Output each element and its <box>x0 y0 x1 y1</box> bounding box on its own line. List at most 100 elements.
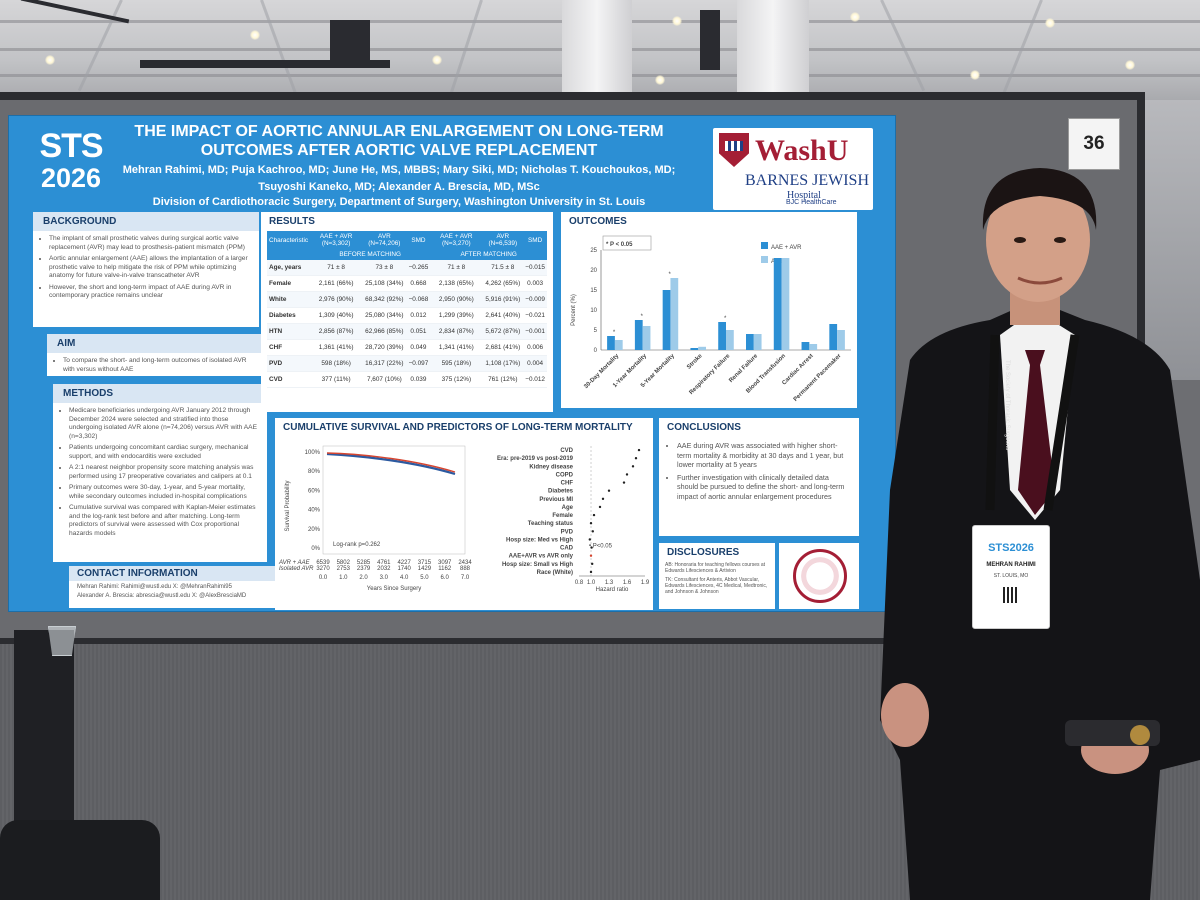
x-tick-label: 1.3 <box>605 580 614 586</box>
section-heading: OUTCOMES <box>569 216 627 227</box>
background-section: BACKGROUND The implant of small prosthet… <box>33 212 259 327</box>
survival-curve-avr <box>326 452 456 473</box>
risk-count: 1162 <box>438 566 452 572</box>
hazard-point <box>589 570 593 574</box>
significance-marker: * <box>668 272 671 278</box>
badge-logo: STS2026 <box>988 542 1034 554</box>
survival-section: CUMULATIVE SURVIVAL AND PREDICTORS OF LO… <box>275 418 653 610</box>
x-axis-label: Years Since Surgery <box>367 586 421 592</box>
row-label: Female <box>267 275 311 292</box>
washu-wordmark: WashU <box>755 134 849 167</box>
bullet: The implant of small prosthetic valves d… <box>49 235 249 252</box>
y-tick-label: 0% <box>311 546 320 552</box>
bar-avr <box>614 340 623 350</box>
bar-aae-avr <box>746 334 754 350</box>
risk-count: 4761 <box>377 560 391 566</box>
table-cell: −0.015 <box>523 260 547 276</box>
risk-label: AVR + AAE <box>278 560 311 566</box>
contact-line: Alexander A. Brescia: abrescia@wustl.edu… <box>77 592 247 599</box>
y-tick-label: 40% <box>308 508 321 514</box>
risk-count: 3270 <box>316 566 330 572</box>
hazard-point <box>589 554 593 557</box>
risk-label: Isolated AVR <box>279 566 314 572</box>
bullet: Further investigation with clinically de… <box>677 473 849 502</box>
hall-pillar <box>562 0 632 100</box>
bar-aae-avr <box>718 322 726 350</box>
row-label: CHF <box>267 339 311 356</box>
table-cell: −0.012 <box>523 371 547 388</box>
methods-section: METHODS Medicare beneficiaries undergoin… <box>53 384 267 562</box>
bullet: To compare the short- and long-term outc… <box>63 357 255 374</box>
y-tick-label: 20% <box>308 527 321 533</box>
after-matching-label: AFTER MATCHING <box>430 249 547 260</box>
table-row: CVD 377 (11%) 7,607 (10%) 0.039 375 (12%) 761… <box>267 371 547 388</box>
hazard-point <box>589 521 593 525</box>
hazard-point <box>598 505 602 509</box>
table-cell: 598 (18%) <box>310 355 363 372</box>
table-cell: 2,834 (87%) <box>430 323 483 340</box>
hazard-point <box>591 562 594 566</box>
predictor-label: Hosp size: Small vs High <box>502 562 573 568</box>
disclosure-lines: AB: Honoraria for teaching fellows cours… <box>659 562 775 595</box>
risk-count: 4227 <box>397 560 411 566</box>
before-matching-label: BEFORE MATCHING <box>310 249 431 260</box>
risk-count: 1740 <box>397 566 411 572</box>
table-cell: 377 (11%) <box>310 371 363 388</box>
table-cell: 73 ± 8 <box>362 260 407 276</box>
hazard-point <box>601 497 605 501</box>
table-cell: 2,976 (90%) <box>310 291 363 308</box>
x-tick-label: 6.0 <box>441 575 450 581</box>
research-poster: STS 2026 The Impact of Aortic Annular En… <box>8 115 896 612</box>
bullet: AAE during AVR was associated with highe… <box>677 441 849 470</box>
plot-area <box>322 445 466 555</box>
table-cell: 5,916 (91%) <box>482 291 524 308</box>
y-tick-label: 5 <box>594 328 598 334</box>
bar-avr <box>837 330 845 350</box>
risk-count: 2753 <box>337 566 351 572</box>
table-cell: 1,341 (41%) <box>430 339 483 356</box>
aim-bullets: To compare the short- and long-term outc… <box>47 353 265 381</box>
bullet: Patients undergoing concomitant cardiac … <box>69 444 257 461</box>
bar-avr <box>670 278 679 350</box>
predictor-label: CAD <box>560 546 574 552</box>
row-label: CVD <box>267 371 311 388</box>
bullet: However, the short and long-term impact … <box>49 284 249 301</box>
table-cell: 25,108 (34%) <box>362 275 407 292</box>
section-heading: DISCLOSURES <box>667 547 740 558</box>
table-cell: −0.009 <box>523 291 547 308</box>
bullet: Primary outcomes were 30-day, 1-year, an… <box>69 484 257 501</box>
authors-line: Mehran Rahimi, MD; Puja Kachroo, MD; Jun… <box>122 164 676 176</box>
sts-seal-icon <box>793 549 847 603</box>
bar-avr <box>726 330 734 350</box>
x-tick-label: 3.0 <box>380 575 389 581</box>
table-cell: 0.004 <box>523 355 547 372</box>
sts-2026-logo: STS 2026 <box>27 128 115 214</box>
risk-count: 2379 <box>357 566 371 572</box>
significance-marker: * <box>613 330 616 336</box>
bar-aae-avr <box>773 258 782 350</box>
section-heading: METHODS <box>53 384 267 403</box>
table-cell: 62,966 (85%) <box>362 323 407 340</box>
bullet: A 2:1 nearest neighbor propensity score … <box>69 464 257 481</box>
column-header: Characteristic <box>267 231 311 249</box>
table-cell: 28,720 (39%) <box>362 339 407 356</box>
hall-pillar <box>737 0 809 100</box>
survival-curve-aae <box>326 452 456 476</box>
risk-count: 5285 <box>357 560 371 566</box>
table-cell: 1,108 (17%) <box>482 355 524 372</box>
x-tick-label: Permanent Pacemaker <box>793 353 843 403</box>
sts-seal-panel <box>779 543 859 609</box>
section-heading: AIM <box>47 334 265 353</box>
table-cell: 7,607 (10%) <box>362 371 407 388</box>
predictor-label: CVD <box>560 448 573 454</box>
disclosures-section: DISCLOSURES AB: Honoraria for teaching f… <box>659 543 775 609</box>
table-cell: 4,262 (65%) <box>482 275 524 292</box>
lanyard-text: The Society of Thoracic Surgeons <box>1004 360 1010 451</box>
poster-division: Division of Cardiothoracic Surgery, Depa… <box>152 196 646 208</box>
predictor-label: Kidney disease <box>529 464 573 470</box>
column-header: SMD <box>406 231 431 249</box>
badge-city: ST. LOUIS, MO <box>993 573 1029 579</box>
hazard-point <box>590 546 593 549</box>
table-cell: 1,299 (39%) <box>430 307 483 324</box>
table-cell: 25,080 (34%) <box>362 307 407 324</box>
